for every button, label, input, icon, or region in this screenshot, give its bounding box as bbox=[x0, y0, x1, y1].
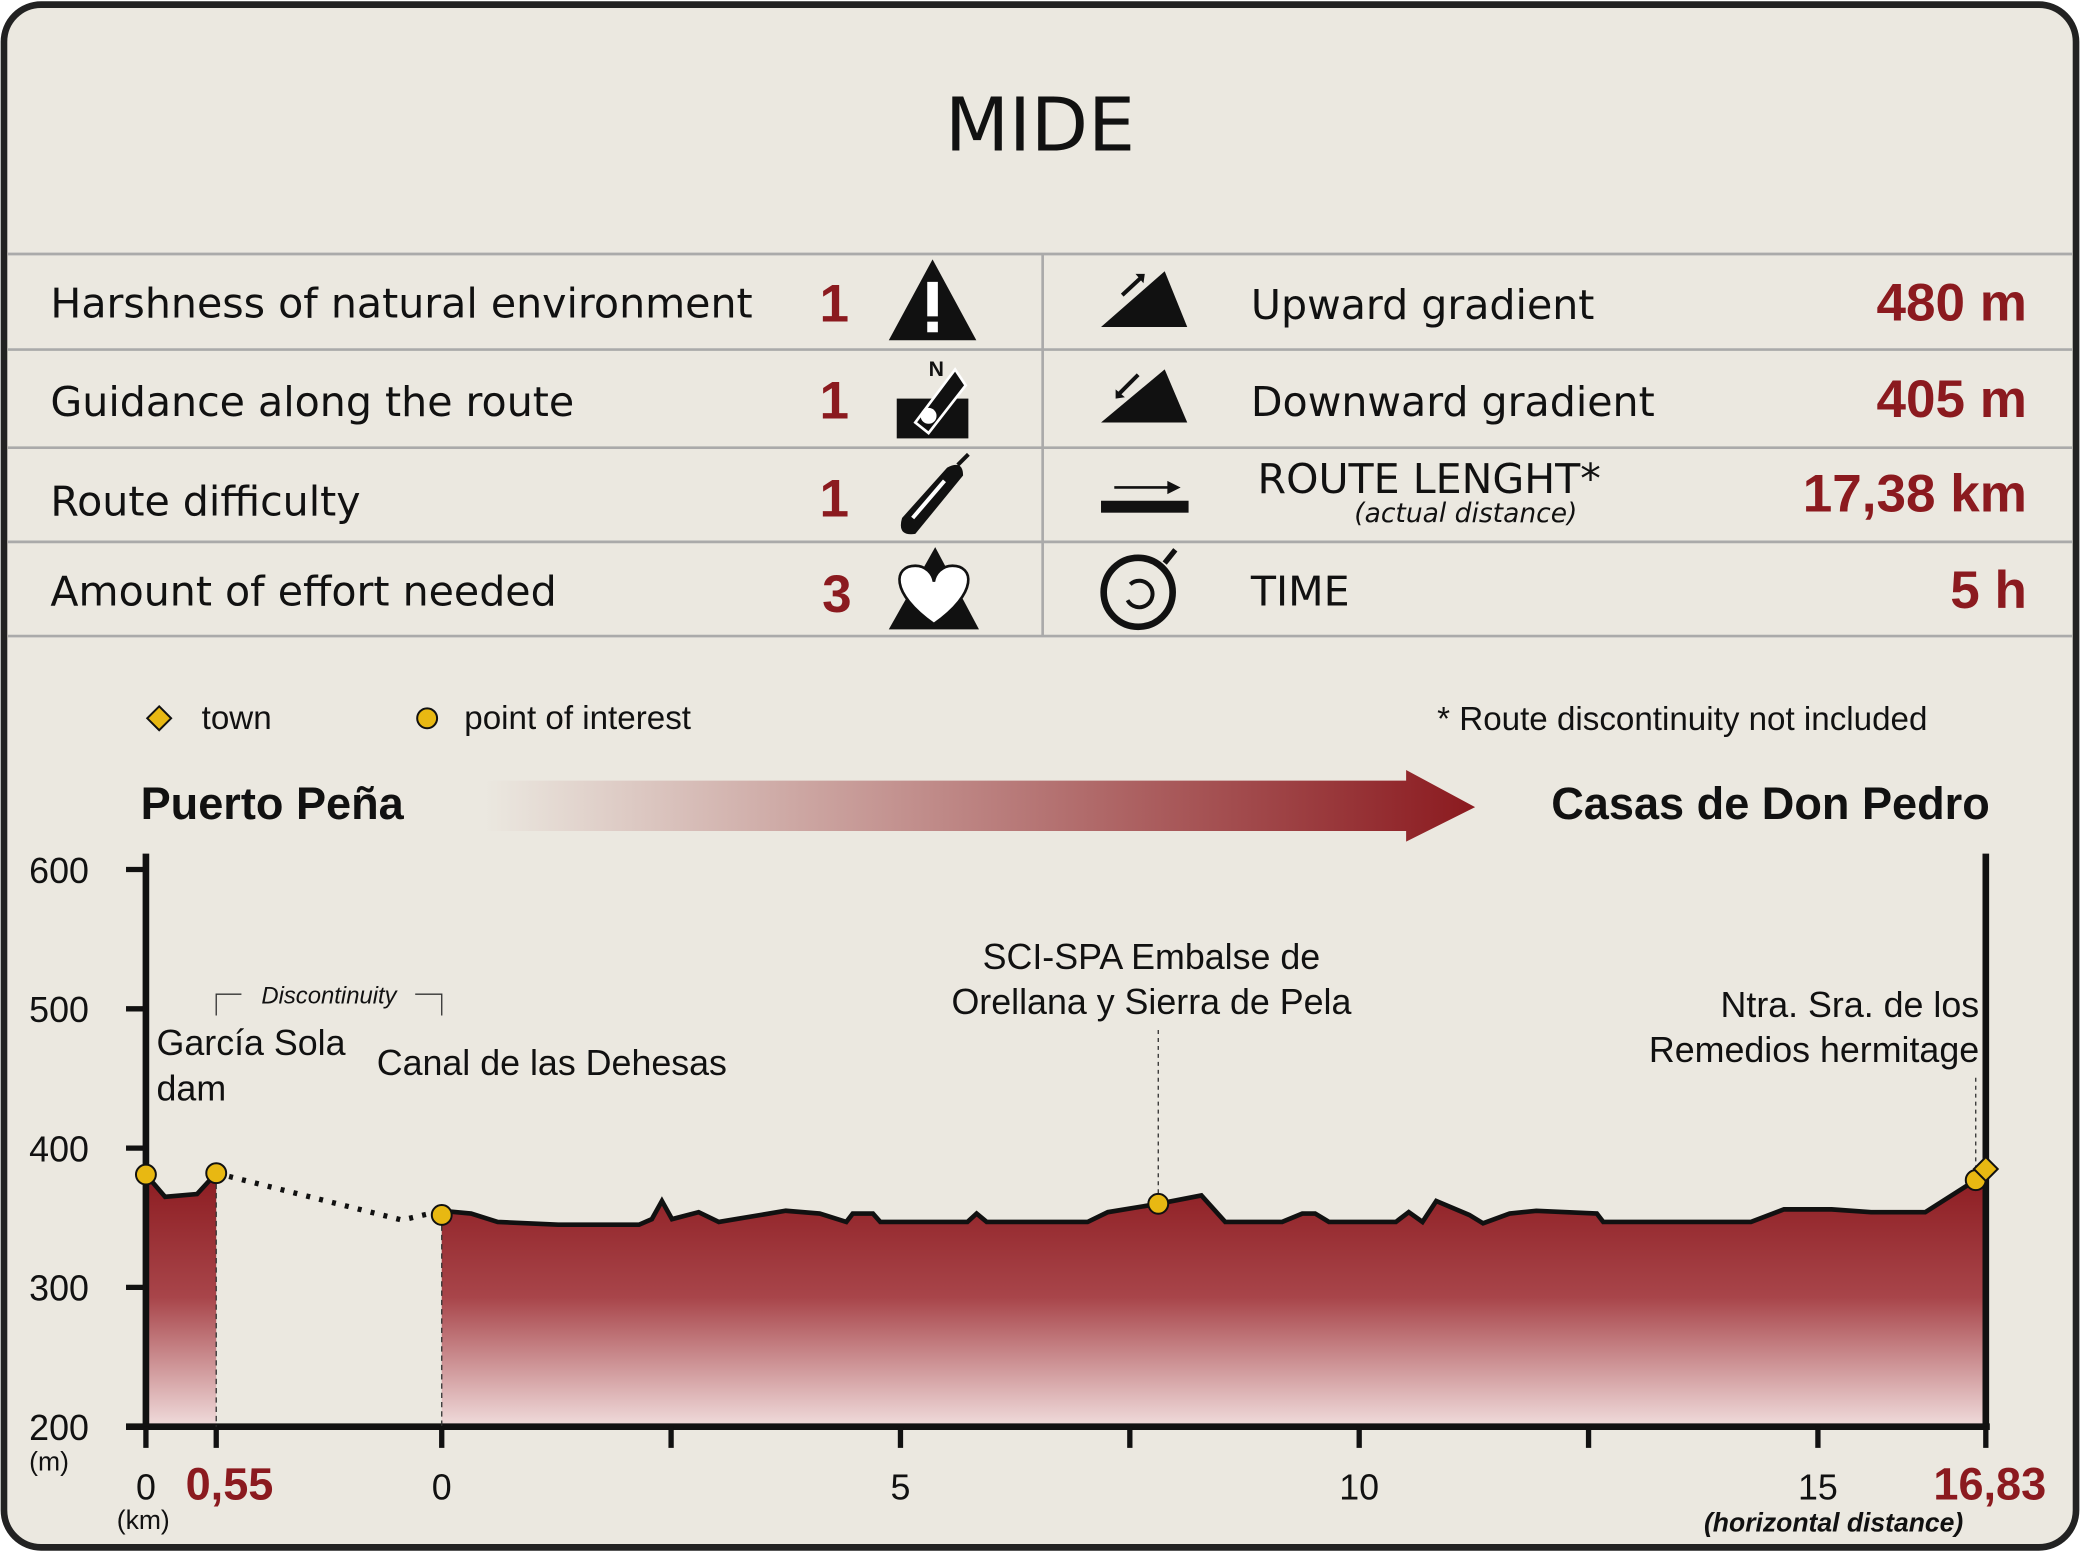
y-tick-label: 500 bbox=[29, 990, 89, 1030]
row-note: (actual distance) bbox=[1354, 498, 1577, 529]
row-label: TIME bbox=[1250, 568, 1350, 616]
end-label: Casas de Don Pedro bbox=[1551, 778, 1990, 829]
elevation-line bbox=[441, 1167, 1988, 1228]
row-value: 1 bbox=[819, 371, 849, 430]
town-marker bbox=[1972, 1155, 2000, 1183]
row-value: 1 bbox=[819, 275, 849, 334]
row-label: Amount of effort needed bbox=[50, 568, 556, 616]
marker-label: Orellana y Sierra de Pela bbox=[951, 982, 1351, 1022]
y-unit: (m) bbox=[29, 1446, 69, 1476]
icon-time bbox=[1100, 548, 1178, 631]
table-grid bbox=[7, 252, 2073, 638]
poi-marker bbox=[205, 1162, 228, 1185]
marker-label: Remedios hermitage bbox=[1649, 1030, 1979, 1070]
icon-length bbox=[1101, 480, 1189, 513]
row-value: 1 bbox=[819, 470, 849, 529]
y-tick-label: 600 bbox=[29, 851, 89, 891]
direction-arrow bbox=[484, 770, 1476, 842]
poi-marker bbox=[1147, 1192, 1170, 1215]
marker-label: García Sola bbox=[157, 1023, 346, 1063]
icon-effort bbox=[888, 547, 979, 630]
title: MIDE bbox=[945, 82, 1135, 169]
legend-poi bbox=[416, 707, 439, 730]
row-value: 480 m bbox=[1877, 273, 2027, 332]
legend-label: town bbox=[202, 700, 272, 737]
discontinuity-label: Discontinuity bbox=[261, 983, 398, 1010]
x-tick-label: 15 bbox=[1798, 1468, 1838, 1508]
row-value: 5 h bbox=[1950, 561, 2027, 620]
y-tick-label: 300 bbox=[29, 1269, 89, 1309]
x-note: (horizontal distance) bbox=[1704, 1507, 1963, 1537]
x-tick-label: 10 bbox=[1339, 1468, 1379, 1508]
marker-label: SCI-SPA Embalse de bbox=[983, 937, 1321, 977]
elevation-area bbox=[145, 1173, 217, 1427]
x-tick-label: 0 bbox=[136, 1468, 156, 1508]
elevation-line bbox=[144, 1171, 218, 1200]
poi-marker bbox=[430, 1204, 453, 1226]
marker-label: Ntra. Sra. de los bbox=[1721, 985, 1980, 1025]
icon-guidance: N bbox=[896, 358, 969, 439]
legend-label: point of interest bbox=[464, 700, 691, 737]
y-tick-label: 400 bbox=[29, 1129, 89, 1169]
icon-down bbox=[1101, 369, 1188, 423]
y-tick-label: 200 bbox=[29, 1408, 89, 1448]
x-tick-label: 0,55 bbox=[186, 1459, 274, 1510]
elevation-area bbox=[441, 1168, 1986, 1427]
x-tick-label: 16,83 bbox=[1933, 1459, 2046, 1510]
x-unit: (km) bbox=[117, 1505, 170, 1535]
icon-up bbox=[1101, 271, 1188, 327]
note: * Route discontinuity not included bbox=[1437, 701, 1927, 738]
legend-town bbox=[145, 704, 173, 732]
row-value: 405 m bbox=[1877, 370, 2027, 429]
row-value: 17,38 km bbox=[1803, 464, 2027, 523]
row-label: Downward gradient bbox=[1251, 378, 1655, 426]
icon-difficulty bbox=[900, 452, 970, 535]
row-label: Route difficulty bbox=[50, 477, 360, 525]
discontinuity-bracket bbox=[215, 993, 443, 1016]
icon-letter: N bbox=[929, 358, 944, 381]
marker-label: dam bbox=[157, 1068, 227, 1108]
icon-harshness bbox=[888, 259, 977, 341]
row-label: Harshness of natural environment bbox=[50, 280, 752, 328]
row-label: ROUTE LENGHT* bbox=[1258, 455, 1601, 503]
row-label: Guidance along the route bbox=[50, 378, 574, 426]
row-value: 3 bbox=[822, 565, 852, 624]
row-label: Upward gradient bbox=[1251, 281, 1595, 329]
x-tick-label: 0 bbox=[432, 1468, 452, 1508]
poi-marker bbox=[134, 1163, 157, 1186]
start-label: Puerto Peña bbox=[141, 778, 405, 829]
marker-label: Canal de las Dehesas bbox=[377, 1043, 727, 1083]
x-tick-label: 5 bbox=[891, 1468, 911, 1508]
